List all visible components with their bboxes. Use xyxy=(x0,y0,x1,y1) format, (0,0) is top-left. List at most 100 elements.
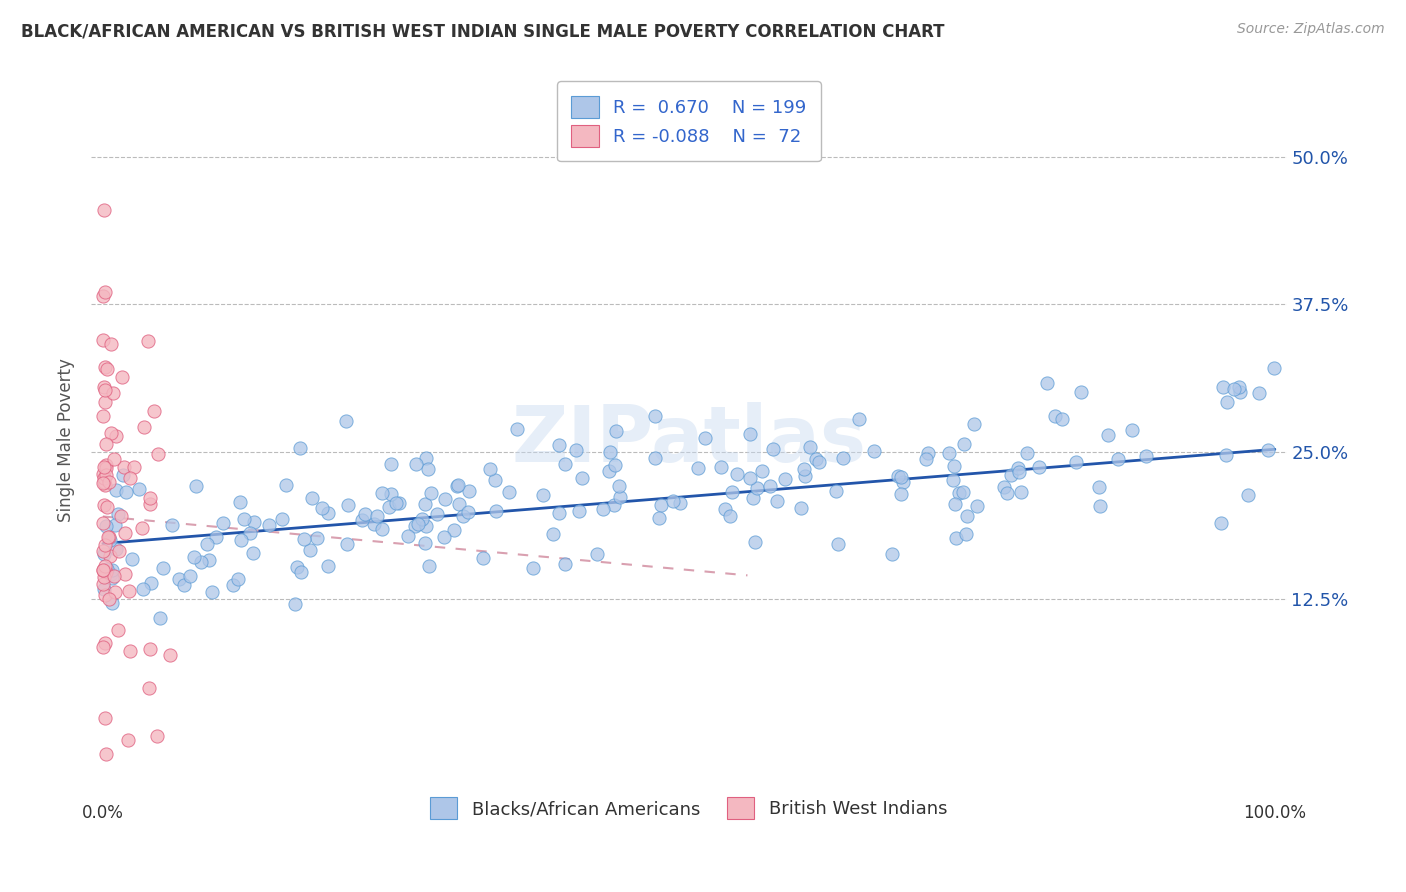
Point xyxy=(138,642,160,657)
Point xyxy=(1097,428,1119,442)
Point xyxy=(107,543,129,558)
Point xyxy=(195,537,218,551)
Point xyxy=(132,419,155,434)
Point xyxy=(420,486,443,500)
Point xyxy=(1222,382,1244,396)
Point xyxy=(288,441,311,455)
Point xyxy=(890,487,912,501)
Point xyxy=(942,473,965,487)
Point xyxy=(751,464,773,478)
Point xyxy=(741,491,763,505)
Point xyxy=(141,576,163,591)
Point xyxy=(231,533,253,547)
Point xyxy=(531,488,554,502)
Point xyxy=(799,440,821,454)
Point xyxy=(446,479,468,493)
Point xyxy=(353,507,375,521)
Point xyxy=(292,532,315,546)
Point xyxy=(605,424,627,438)
Point xyxy=(94,285,117,299)
Point xyxy=(94,461,117,475)
Point xyxy=(104,584,127,599)
Point xyxy=(336,537,359,551)
Point xyxy=(571,471,593,485)
Point xyxy=(94,747,117,761)
Point xyxy=(91,562,114,576)
Point xyxy=(105,483,128,497)
Point xyxy=(121,552,143,566)
Point xyxy=(1257,443,1279,458)
Point xyxy=(201,584,224,599)
Point xyxy=(1135,450,1157,464)
Point xyxy=(146,447,169,461)
Point xyxy=(721,484,744,499)
Point xyxy=(995,486,1018,500)
Point xyxy=(104,429,127,443)
Point xyxy=(413,536,436,550)
Point xyxy=(1229,384,1251,399)
Point xyxy=(793,468,815,483)
Point xyxy=(945,531,967,545)
Point xyxy=(605,458,627,472)
Point xyxy=(1015,446,1038,460)
Point xyxy=(91,640,114,654)
Point xyxy=(243,515,266,529)
Point xyxy=(415,451,437,466)
Point xyxy=(648,510,671,524)
Point xyxy=(305,531,328,545)
Point xyxy=(114,525,136,540)
Point xyxy=(548,438,571,452)
Point xyxy=(1043,409,1066,423)
Point xyxy=(917,446,939,460)
Point xyxy=(118,583,141,598)
Text: BLACK/AFRICAN AMERICAN VS BRITISH WEST INDIAN SINGLE MALE POVERTY CORRELATION CH: BLACK/AFRICAN AMERICAN VS BRITISH WEST I… xyxy=(21,22,945,40)
Point xyxy=(93,471,115,485)
Point xyxy=(316,558,339,573)
Point xyxy=(485,503,508,517)
Point xyxy=(118,471,141,485)
Point xyxy=(112,460,135,475)
Point xyxy=(104,542,127,557)
Point xyxy=(586,547,609,561)
Point xyxy=(146,729,169,743)
Point xyxy=(94,566,117,580)
Point xyxy=(740,427,762,442)
Point xyxy=(97,591,120,606)
Point xyxy=(149,611,172,625)
Point xyxy=(94,467,117,482)
Point xyxy=(100,337,122,351)
Point xyxy=(804,451,827,466)
Point xyxy=(710,460,733,475)
Point xyxy=(1036,376,1059,391)
Point xyxy=(128,482,150,496)
Point xyxy=(93,582,115,597)
Point xyxy=(352,512,374,526)
Point xyxy=(101,386,124,401)
Point xyxy=(609,490,631,504)
Point xyxy=(887,469,910,483)
Point xyxy=(259,517,281,532)
Point xyxy=(602,498,624,512)
Point xyxy=(94,436,117,450)
Point xyxy=(138,334,160,349)
Point xyxy=(271,512,294,526)
Point xyxy=(956,508,979,523)
Point xyxy=(938,445,960,459)
Point xyxy=(114,567,136,582)
Point xyxy=(371,486,394,500)
Point xyxy=(94,395,117,409)
Point xyxy=(94,478,117,492)
Point xyxy=(825,484,848,499)
Point xyxy=(554,557,576,571)
Point xyxy=(93,202,115,217)
Point xyxy=(110,509,132,524)
Point xyxy=(139,497,162,511)
Point xyxy=(96,562,118,576)
Point xyxy=(366,508,388,523)
Point xyxy=(173,578,195,592)
Point xyxy=(93,544,115,558)
Point xyxy=(91,476,114,491)
Point xyxy=(290,565,312,579)
Point xyxy=(1263,361,1285,376)
Point xyxy=(914,452,936,467)
